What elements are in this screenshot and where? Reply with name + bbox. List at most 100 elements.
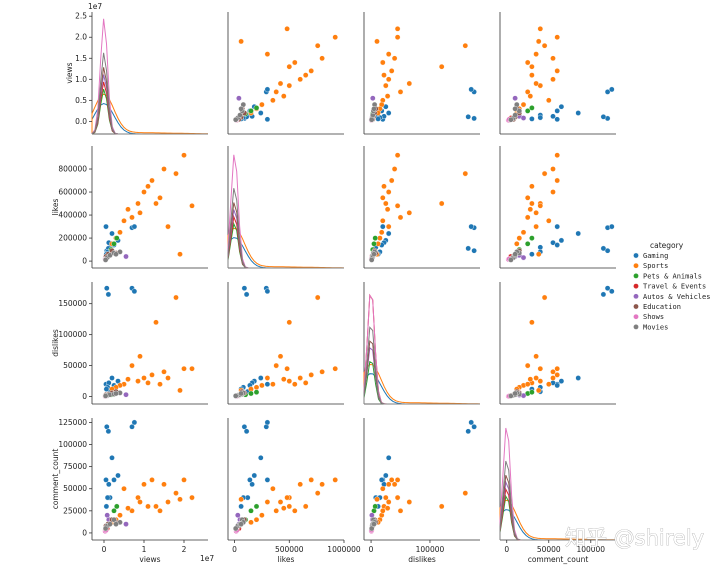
point-pets-animals xyxy=(372,235,379,241)
point-sports xyxy=(259,382,265,389)
point-sports xyxy=(397,214,404,221)
point-pets-animals xyxy=(114,235,120,241)
point-gaming xyxy=(554,108,561,114)
point-sports xyxy=(535,251,542,257)
panel-views-vs-likes xyxy=(227,12,344,135)
x-tick-label: 0 xyxy=(102,545,107,554)
point-movies xyxy=(508,257,514,263)
point-pets-animals xyxy=(529,389,535,396)
point-sports xyxy=(524,89,531,95)
point-gaming xyxy=(251,472,258,479)
point-sports xyxy=(286,378,293,384)
point-gaming xyxy=(109,230,115,237)
point-sports xyxy=(516,235,523,241)
point-sports xyxy=(286,82,293,89)
point-gaming xyxy=(575,375,582,381)
point-gaming xyxy=(257,454,264,461)
point-movies xyxy=(368,257,375,263)
point-gaming xyxy=(111,477,117,483)
x-tick-label: 2 xyxy=(182,545,187,554)
point-sports xyxy=(385,76,392,83)
legend-marker xyxy=(633,313,639,320)
point-gaming xyxy=(103,386,110,392)
point-autos-vehicles xyxy=(512,95,518,101)
point-gaming xyxy=(554,116,561,123)
point-sports xyxy=(462,42,469,49)
panel-likes-vs-views: 0 200000 400000 600000 800000 likes xyxy=(51,146,208,269)
point-sports xyxy=(541,170,548,177)
y-tick-label: 2.5 xyxy=(75,12,87,21)
point-sports xyxy=(141,481,147,488)
point-sports xyxy=(189,365,195,372)
x-tick-label: 100000 xyxy=(576,545,605,554)
point-sports xyxy=(277,353,284,360)
point-sports xyxy=(291,59,298,66)
point-sports xyxy=(137,353,143,360)
point-sports xyxy=(297,481,304,488)
legend-title: category xyxy=(650,241,684,250)
point-autos-vehicles xyxy=(236,95,242,101)
point-sports xyxy=(177,251,183,257)
y-tick-label: 200000 xyxy=(58,234,87,243)
point-gaming xyxy=(465,245,472,252)
point-gaming xyxy=(103,223,109,230)
y-tick-label: 1.5 xyxy=(75,54,87,63)
point-sports xyxy=(145,380,151,386)
point-sports xyxy=(273,362,280,369)
point-sports xyxy=(379,485,386,492)
x-tick-label: 0 xyxy=(369,545,374,554)
x-tick-label: 0 xyxy=(232,545,237,554)
point-sports xyxy=(537,202,544,209)
point-sports xyxy=(135,200,141,207)
kde-curve-movies xyxy=(227,188,344,269)
point-sports xyxy=(181,152,187,158)
legend-label: Gaming xyxy=(643,252,668,260)
point-sports xyxy=(377,235,383,241)
point-pets-animals xyxy=(114,503,120,510)
point-sports xyxy=(537,25,544,32)
point-sports xyxy=(129,507,135,514)
point-sports xyxy=(314,42,321,49)
point-autos-vehicles xyxy=(520,254,527,261)
legend-label: Autos & Vehicles xyxy=(643,293,710,301)
y-tick-label: 400000 xyxy=(58,211,87,220)
point-sports xyxy=(173,170,179,177)
point-sports xyxy=(533,51,539,57)
point-pets-animals xyxy=(248,390,254,397)
x-axis-label: comment_count xyxy=(528,555,589,564)
point-sports xyxy=(381,72,387,78)
point-gaming xyxy=(129,423,135,430)
point-sports xyxy=(280,376,287,383)
point-gaming xyxy=(554,242,561,248)
point-sports xyxy=(554,34,561,41)
point-pets-animals xyxy=(253,389,260,396)
point-sports xyxy=(529,319,535,326)
point-sports xyxy=(546,217,552,224)
point-autos-vehicles xyxy=(234,512,241,519)
point-gaming xyxy=(105,291,112,298)
kde-curve-pets-animals xyxy=(363,360,480,405)
point-sports xyxy=(524,362,531,369)
panel-dislikes-vs-dislikes xyxy=(363,282,481,405)
y-tick-label: 2.0 xyxy=(75,33,87,42)
point-sports xyxy=(297,76,304,83)
y-tick-label: 800000 xyxy=(58,165,87,174)
point-movies xyxy=(232,525,239,532)
legend-label: Shows xyxy=(643,313,664,321)
point-gaming xyxy=(103,503,110,510)
point-sports xyxy=(302,380,309,386)
point-sports xyxy=(527,93,534,99)
point-sports xyxy=(406,499,413,505)
point-sports xyxy=(277,80,284,87)
legend-marker xyxy=(633,324,639,330)
point-sports xyxy=(284,365,290,372)
point-sports xyxy=(535,387,542,394)
panel-views-vs-dislikes xyxy=(363,12,480,135)
point-sports xyxy=(129,362,135,369)
point-sports xyxy=(438,63,445,70)
point-sports xyxy=(533,209,539,216)
y-tick-label: 0.0 xyxy=(75,117,87,126)
point-sports xyxy=(177,387,183,394)
point-sports xyxy=(264,375,271,381)
